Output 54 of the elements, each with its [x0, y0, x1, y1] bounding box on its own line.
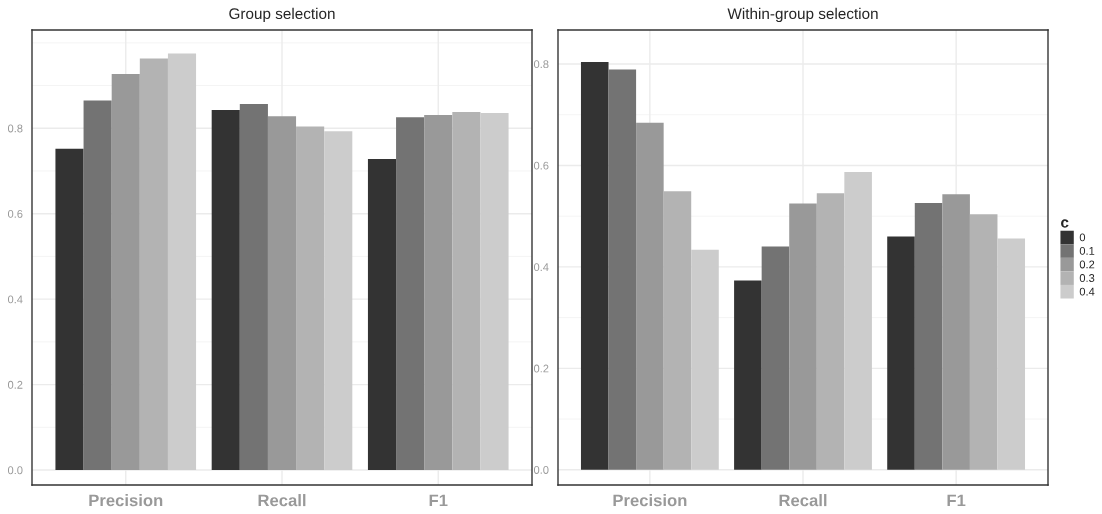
bar	[663, 191, 692, 470]
bar	[608, 69, 637, 470]
bar	[367, 159, 397, 471]
y-tick-label: 0.2	[7, 380, 23, 389]
bar	[480, 112, 509, 471]
bar	[83, 100, 112, 471]
bar	[452, 112, 481, 471]
bar	[734, 280, 762, 470]
bar	[691, 249, 719, 470]
bar	[167, 53, 197, 471]
x-tick-label: F1	[429, 494, 448, 507]
legend-title: c	[1061, 219, 1069, 228]
chart-title: Within-group selection	[727, 7, 878, 23]
legend-label: 0.2	[1079, 260, 1095, 269]
y-tick-label: 0.2	[533, 364, 549, 373]
legend-label: 0	[1079, 233, 1086, 242]
bar	[239, 103, 268, 471]
legend-label: 0.3	[1079, 274, 1095, 282]
bar	[580, 61, 609, 470]
y-tick-label: 0.4	[533, 263, 549, 272]
bar	[324, 131, 353, 471]
bar	[969, 214, 998, 470]
y-tick-label: 0.6	[7, 209, 23, 218]
bar	[55, 148, 84, 471]
bar	[816, 193, 845, 470]
bar	[761, 246, 790, 470]
bar	[296, 126, 325, 471]
bar	[396, 117, 425, 471]
chart-title: Group selection	[229, 7, 335, 23]
y-tick-label: 0.8	[7, 124, 23, 133]
bar	[211, 109, 240, 471]
bar	[424, 115, 453, 471]
bar	[139, 58, 168, 471]
x-tick-label: Recall	[779, 494, 827, 507]
y-tick-label: 0.0	[7, 466, 23, 475]
y-tick-label: 0.8	[533, 60, 549, 69]
x-tick-label: F1	[947, 494, 966, 507]
y-tick-label: 0.0	[533, 466, 549, 474]
y-tick-label: 0.4	[7, 295, 23, 304]
bar	[844, 172, 872, 470]
legend-label: 0.1	[1079, 246, 1095, 255]
x-tick-label: Precision	[89, 494, 163, 507]
x-tick-label: Precision	[613, 494, 687, 507]
bar	[636, 122, 664, 470]
bar	[789, 203, 817, 470]
y-tick-label: 0.6	[533, 161, 549, 170]
legend-label: 0.4	[1079, 287, 1095, 296]
bar	[111, 74, 140, 471]
bar	[887, 236, 915, 470]
bar	[997, 238, 1026, 470]
bar	[914, 202, 943, 470]
bar	[942, 194, 970, 470]
x-tick-label: Recall	[258, 494, 306, 507]
bar	[267, 116, 297, 471]
